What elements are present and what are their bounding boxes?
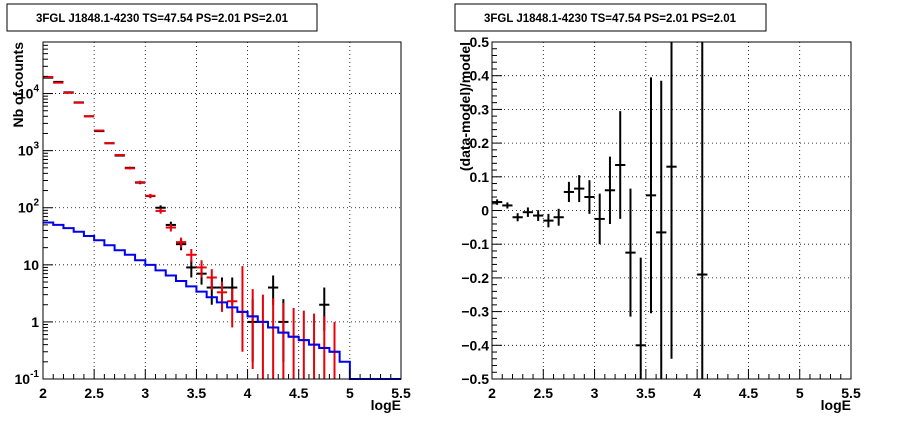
- model-point: [155, 208, 166, 214]
- counts-y-tick-label: 10-1: [15, 369, 40, 387]
- residual-point: [625, 188, 636, 317]
- residuals-x-tick-label: 5: [796, 385, 804, 401]
- residual-point: [512, 213, 523, 222]
- residuals-x-tick-label: 2.5: [534, 385, 554, 401]
- counts-title-box: [6, 3, 318, 32]
- model-point: [114, 153, 125, 156]
- counts-y-tick-label: 1: [31, 314, 39, 330]
- counts-panel: 3FGL J1848.1-4230 TS=47.54 PS=2.01 PS=2.…: [6, 3, 411, 413]
- residuals-y-tick-label: −0.1: [461, 236, 489, 252]
- residuals-y-tick-label: −0.2: [461, 270, 489, 286]
- residuals-title: 3FGL J1848.1-4230 TS=47.54 PS=2.01 PS=2.…: [484, 13, 737, 25]
- residual-point: [522, 207, 534, 217]
- counts-x-tick-label: 3.5: [187, 385, 207, 401]
- counts-y-tick-exponent: 2: [33, 198, 39, 209]
- counts-y-tick-exponent: 4: [33, 84, 39, 95]
- residuals-axis-ticks: 2 2.5 3 3.5 4 4.5 5 5.5 −0.5 −0.4 −0.3 −0.2 −0.1 0 0.1…: [461, 34, 861, 401]
- residuals-x-tick-label: 2: [488, 385, 496, 401]
- residuals-x-axis-label: logE: [821, 397, 851, 413]
- model-point: [104, 142, 115, 145]
- counts-x-tick-label: 4: [244, 385, 252, 401]
- data-point: [186, 260, 197, 278]
- residual-point: [563, 181, 575, 203]
- residual-point: [533, 210, 544, 221]
- model-point: [124, 167, 136, 170]
- counts-title: 3FGL J1848.1-4230 TS=47.54 PS=2.01 PS=2.…: [36, 13, 289, 25]
- counts-x-tick-label: 3: [141, 385, 149, 401]
- residuals-title-box: [454, 3, 767, 32]
- residuals-x-tick-label: 3: [591, 385, 599, 401]
- residuals-y-tick-label: 0.5: [470, 34, 490, 50]
- model-point: [83, 115, 95, 118]
- residual-point: [584, 180, 595, 214]
- counts-y-tick-base: 10: [18, 86, 34, 102]
- residual-point: [543, 213, 554, 228]
- residuals-y-tick-label: −0.3: [461, 304, 489, 320]
- counts-y-tick-base: 10: [15, 371, 31, 387]
- counts-y-tick-base: 10: [18, 143, 34, 159]
- residual-point: [492, 199, 503, 205]
- residual-point: [594, 193, 605, 245]
- counts-x-tick-label: 4.5: [289, 385, 309, 401]
- counts-x-axis-label: logE: [371, 397, 401, 413]
- residuals-y-tick-label: 0: [481, 203, 489, 219]
- model-point: [216, 281, 228, 312]
- residuals-y-tick-label: −0.4: [461, 337, 489, 353]
- residual-point: [656, 80, 667, 379]
- model-point: [206, 269, 217, 291]
- counts-y-tick-exponent: -1: [30, 369, 39, 380]
- residuals-y-tick-label: 0.1: [470, 169, 490, 185]
- residuals-x-tick-label: 4: [693, 385, 701, 401]
- residuals-y-tick-label: 0.2: [470, 135, 490, 151]
- residual-point: [666, 42, 677, 359]
- residual-point: [574, 175, 585, 203]
- counts-y-tick-label: 10: [23, 257, 39, 273]
- residuals-y-tick-label: 0.3: [470, 101, 490, 117]
- counts-x-tick-label: 2.5: [84, 385, 104, 401]
- model-point: [94, 129, 105, 132]
- residuals-y-axis-label: (data-model)/model: [457, 42, 473, 171]
- counts-marks: [43, 75, 401, 380]
- residuals-x-tick-label: 4.5: [739, 385, 759, 401]
- counts-y-tick-exponent: 3: [33, 141, 39, 152]
- residuals-y-tick-label: 0.4: [470, 68, 490, 84]
- counts-x-tick-label: 2: [39, 385, 47, 401]
- residual-point: [697, 42, 708, 379]
- model-point: [196, 260, 207, 278]
- residuals-y-tick-label: −0.5: [461, 371, 489, 387]
- model-point: [186, 249, 197, 263]
- model-step-line: [43, 221, 401, 380]
- counts-y-tick-label: 103: [18, 141, 40, 159]
- model-point: [175, 237, 187, 248]
- residuals-x-tick-label: 5.5: [841, 385, 861, 401]
- residuals-marks: [492, 42, 708, 379]
- model-point: [135, 180, 146, 184]
- model-point: [165, 224, 176, 232]
- residual-point: [604, 156, 616, 224]
- counts-y-tick-label: 102: [18, 198, 40, 216]
- counts-x-tick-label: 5.5: [391, 385, 411, 401]
- counts-y-axis-label: Nb of counts: [10, 42, 26, 128]
- residual-point: [553, 208, 564, 226]
- residuals-x-tick-label: 3.5: [636, 385, 656, 401]
- residuals-panel: 3FGL J1848.1-4230 TS=47.54 PS=2.01 PS=2.…: [454, 3, 861, 413]
- model-point: [145, 193, 156, 198]
- counts-y-tick-base: 10: [18, 200, 34, 216]
- residual-point: [635, 257, 646, 379]
- counts-x-tick-label: 5: [346, 385, 354, 401]
- residuals-grid: [492, 42, 851, 379]
- residual-point: [502, 202, 513, 209]
- counts-y-tick-label: 104: [18, 84, 40, 102]
- residual-point: [615, 111, 626, 219]
- model-point: [73, 101, 84, 104]
- residual-point: [645, 77, 657, 314]
